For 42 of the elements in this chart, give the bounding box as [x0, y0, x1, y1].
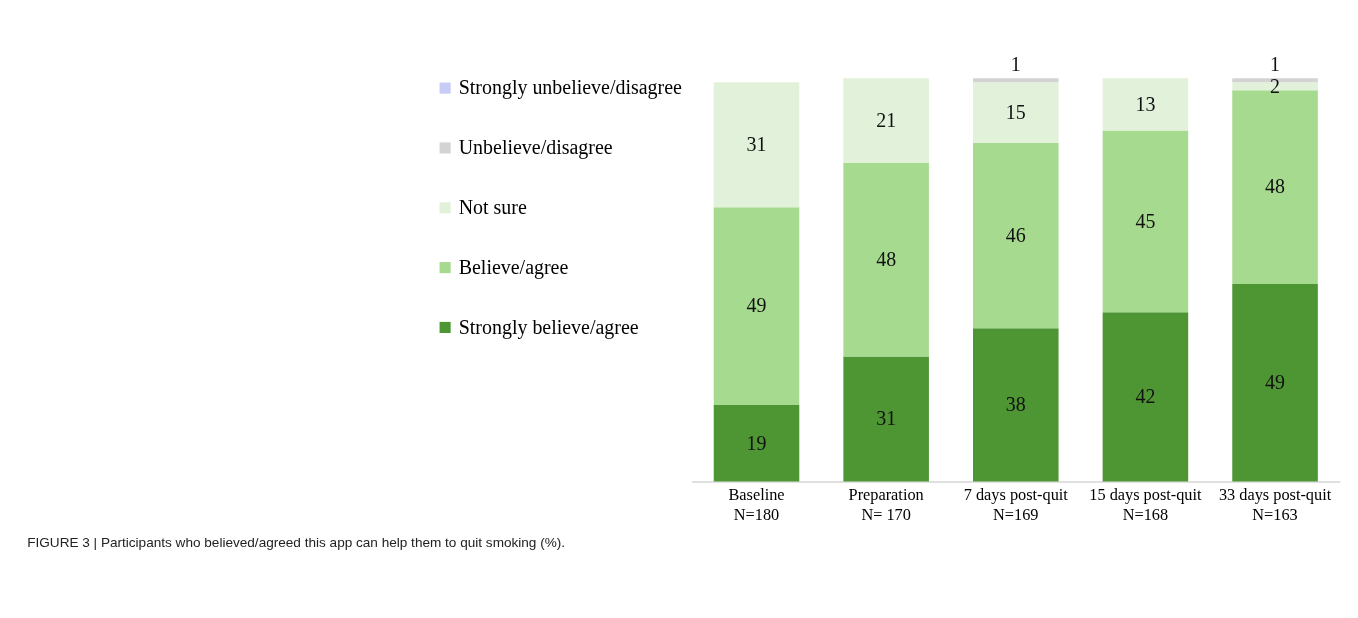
- data-label: 15: [1005, 100, 1026, 123]
- data-label: 48: [1265, 175, 1286, 198]
- x-tick-label: Baseline N=180: [728, 485, 785, 525]
- x-tick-label: 33 days post-quit N=163: [1218, 485, 1332, 525]
- data-label: 48: [876, 248, 897, 271]
- data-label: 42: [1135, 385, 1156, 408]
- data-label: 31: [876, 407, 897, 430]
- data-label: 31: [746, 133, 767, 156]
- data-label: 21: [876, 108, 897, 131]
- bar: [973, 142, 1059, 329]
- bar: [713, 207, 800, 405]
- bar: [1102, 130, 1189, 313]
- data-label: 19: [746, 431, 767, 454]
- bar: [973, 82, 1059, 143]
- data-label: 49: [1265, 371, 1286, 394]
- bar: [1232, 283, 1318, 482]
- legend-label: Strongly unbelieve/disagree: [458, 76, 682, 100]
- data-label: 2: [1270, 74, 1281, 97]
- legend-label: Unbelieve/disagree: [458, 136, 613, 160]
- data-label: 46: [1005, 223, 1026, 246]
- bar: [1102, 312, 1189, 482]
- data-label: 45: [1135, 209, 1156, 232]
- data-label: 1: [1270, 52, 1281, 75]
- bar: [713, 82, 800, 208]
- bar: [973, 328, 1059, 482]
- data-label: 49: [746, 294, 767, 317]
- bar: [713, 404, 800, 482]
- x-tick-label: 15 days post-quit N=168: [1089, 485, 1203, 525]
- bar: [973, 78, 1059, 83]
- legend-label: Strongly believe/agree: [458, 315, 639, 339]
- data-label: 38: [1005, 393, 1026, 416]
- caption: FIGURE 3 | Participants who believed/agreed this app can help them to quit smoking (%).: [27, 534, 566, 550]
- legend-label: Not sure: [458, 196, 527, 219]
- data-label: 13: [1135, 92, 1156, 115]
- legend-label: Believe/agree: [458, 255, 569, 279]
- bar: [843, 162, 929, 357]
- data-label: 1: [1010, 52, 1021, 75]
- bar: [843, 356, 929, 482]
- bar: [1102, 78, 1189, 131]
- x-tick-label: 7 days post-quit N=169: [963, 485, 1069, 525]
- x-tick-label: Preparation N= 170: [848, 485, 924, 525]
- bar: [843, 78, 929, 163]
